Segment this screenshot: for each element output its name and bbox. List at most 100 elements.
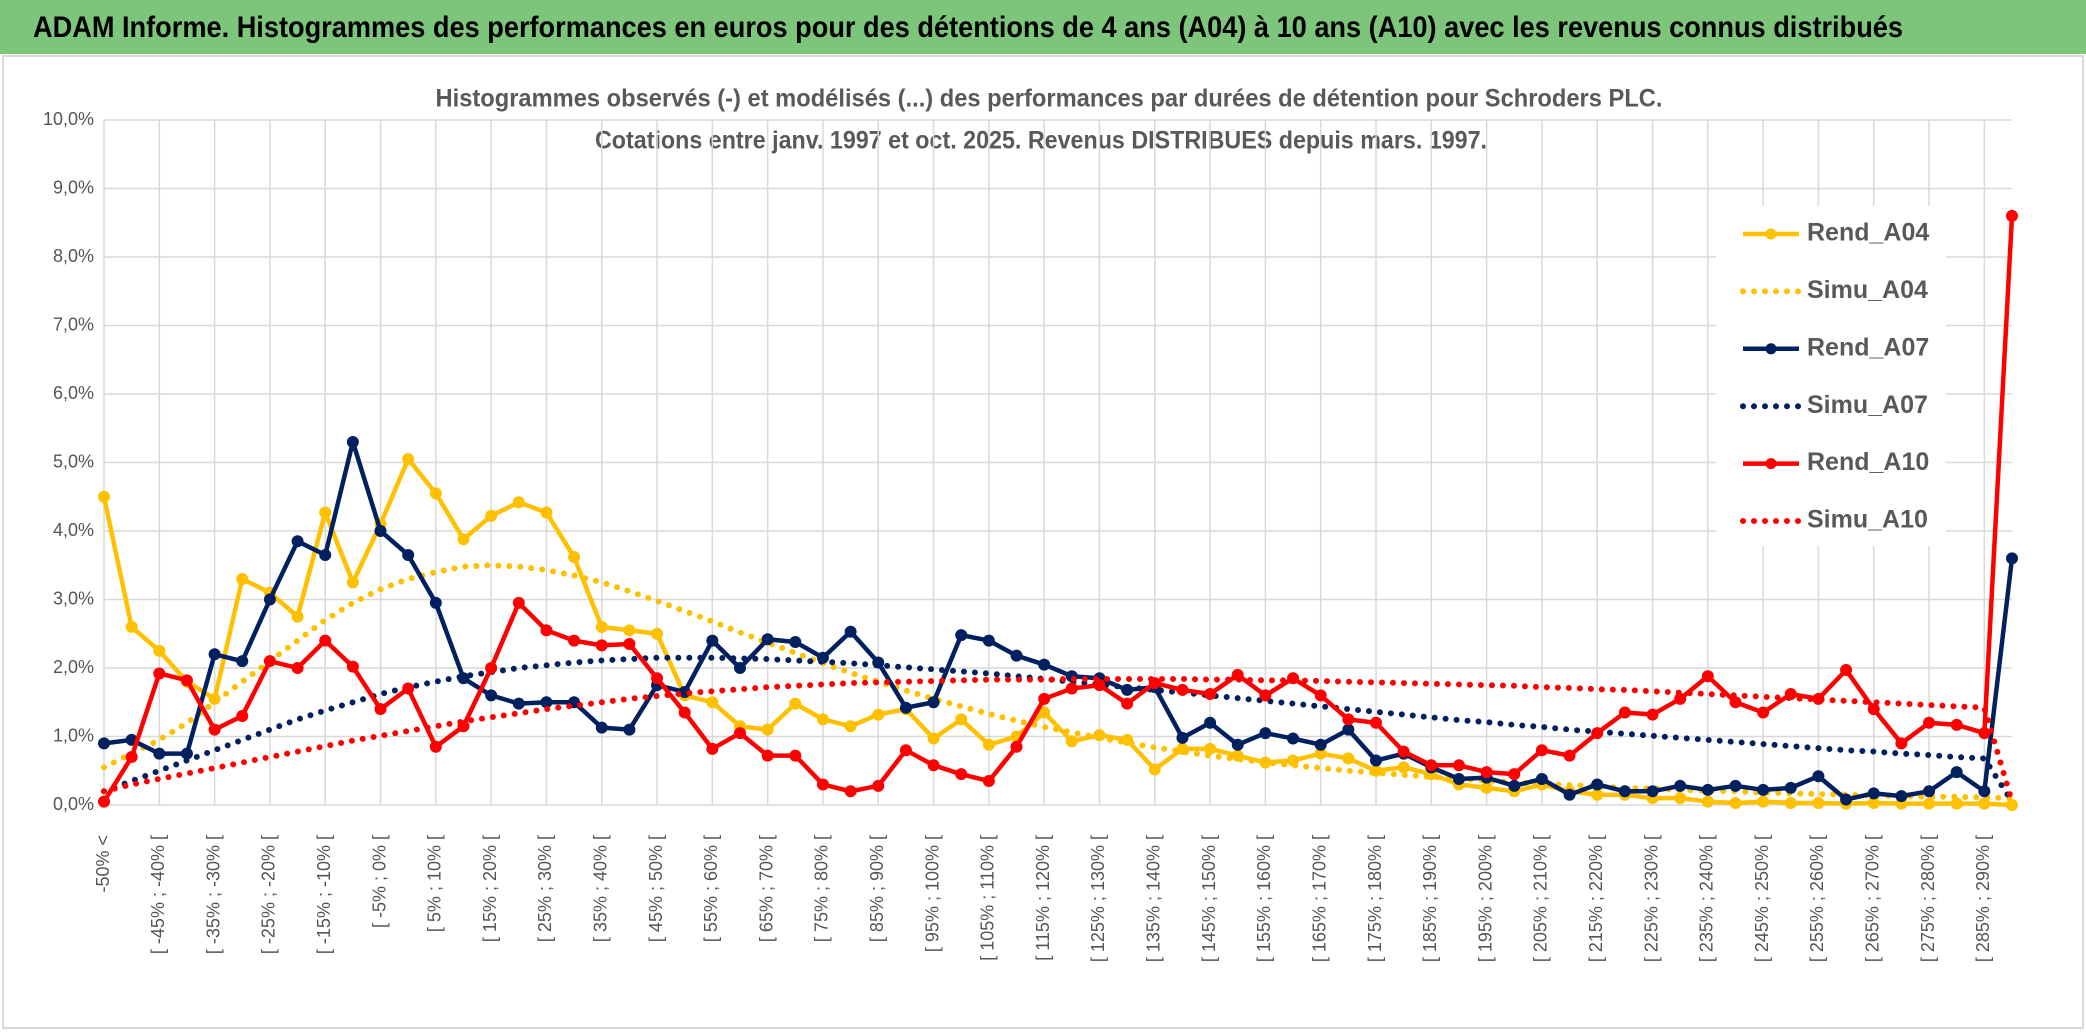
x-tick-label: [ 155% ; 160% [ <box>1254 835 1274 962</box>
data-point <box>1591 788 1604 801</box>
data-point <box>844 785 857 798</box>
data-point <box>568 634 581 647</box>
data-point <box>568 551 581 564</box>
data-point <box>98 737 110 750</box>
data-point <box>291 662 304 674</box>
x-tick-label: [ 135% ; 140% [ <box>1144 835 1164 962</box>
data-point <box>1895 790 1908 803</box>
data-point <box>1452 772 1465 785</box>
data-point <box>706 634 719 647</box>
data-point <box>1729 696 1742 709</box>
data-point <box>844 720 857 733</box>
data-point <box>1591 778 1604 791</box>
x-tick-label: [ 115% ; 120% [ <box>1033 835 1053 961</box>
chart-frame <box>2 55 2084 1029</box>
data-point <box>623 624 636 637</box>
data-point <box>1370 716 1382 729</box>
data-point <box>1867 787 1880 800</box>
x-tick-label: [ 35% ; 40% [ <box>590 835 610 942</box>
data-point <box>125 751 138 764</box>
x-tick-label: [ -35% ; -30% [ <box>203 835 223 954</box>
data-point <box>512 496 525 509</box>
data-point <box>1535 744 1548 757</box>
data-point <box>208 723 221 736</box>
data-point <box>1287 732 1300 745</box>
data-point <box>1508 779 1521 792</box>
data-point <box>374 525 387 537</box>
x-tick-label: [ 45% ; 50% [ <box>646 835 666 942</box>
data-point <box>98 795 110 808</box>
data-point <box>1480 766 1493 779</box>
data-point <box>789 749 802 762</box>
data-point <box>761 749 774 762</box>
data-point <box>1397 761 1410 774</box>
data-point <box>1342 723 1355 736</box>
data-point <box>872 708 885 721</box>
data-point <box>1038 692 1051 705</box>
data-point <box>1646 785 1659 798</box>
x-tick-label: [ -15% ; -10% [ <box>314 835 334 954</box>
data-point <box>1895 737 1908 750</box>
x-tick-label: [ 255% ; 260% [ <box>1807 835 1827 962</box>
data-point <box>1729 796 1742 809</box>
series-group <box>98 209 2018 811</box>
data-point <box>512 596 525 609</box>
data-point <box>1978 727 1991 740</box>
data-point <box>1314 738 1327 751</box>
data-point <box>485 662 498 674</box>
data-point <box>319 634 332 647</box>
data-point <box>816 713 829 726</box>
data-point <box>678 706 691 719</box>
data-point <box>485 689 498 702</box>
data-point <box>789 697 802 710</box>
legend-label: Rend_A10 <box>1807 448 1929 476</box>
data-point <box>1867 703 1880 716</box>
data-point <box>1840 664 1853 677</box>
data-point <box>1231 738 1244 751</box>
data-point <box>319 548 332 561</box>
data-point <box>1010 740 1023 753</box>
data-point <box>1342 713 1355 726</box>
data-point <box>208 648 221 661</box>
x-tick-label: [ 55% ; 60% [ <box>701 835 721 942</box>
data-point <box>402 548 415 561</box>
data-point <box>2006 799 2018 811</box>
data-point <box>1701 670 1714 683</box>
data-point <box>1923 785 1936 798</box>
x-tick-label: [ 175% ; 180% [ <box>1365 835 1385 962</box>
data-point <box>540 624 553 637</box>
data-point <box>346 435 359 448</box>
data-point <box>844 625 857 638</box>
x-tick-label: [ 125% ; 130% [ <box>1088 835 1108 962</box>
data-point <box>1535 772 1548 785</box>
data-point <box>982 775 995 788</box>
data-point <box>1923 797 1936 810</box>
data-point <box>1425 759 1438 772</box>
data-point <box>1784 796 1797 809</box>
data-point <box>899 744 912 757</box>
data-point <box>899 701 912 714</box>
x-tick-label: -50% < <box>93 835 113 893</box>
legend-marker <box>1765 228 1777 240</box>
data-point <box>761 723 774 736</box>
series-line <box>102 215 2015 803</box>
data-point <box>1370 754 1382 767</box>
data-point <box>1757 783 1770 796</box>
data-point <box>927 732 940 745</box>
data-point <box>153 644 166 657</box>
data-point <box>706 742 719 755</box>
data-point <box>955 768 968 781</box>
legend-marker <box>1765 343 1777 355</box>
data-point <box>374 703 387 716</box>
data-point <box>1480 781 1493 794</box>
chart-subtitle: Histogrammes observés (-) et modélisés (… <box>436 85 1663 113</box>
data-point <box>1950 718 1963 731</box>
data-point <box>236 655 249 668</box>
data-point <box>429 740 442 753</box>
data-point <box>153 747 166 760</box>
x-tick-label: [ -25% ; -20% [ <box>259 835 279 954</box>
data-point <box>1452 759 1465 772</box>
legend-box <box>1716 206 1946 546</box>
title-bar <box>0 0 2086 54</box>
